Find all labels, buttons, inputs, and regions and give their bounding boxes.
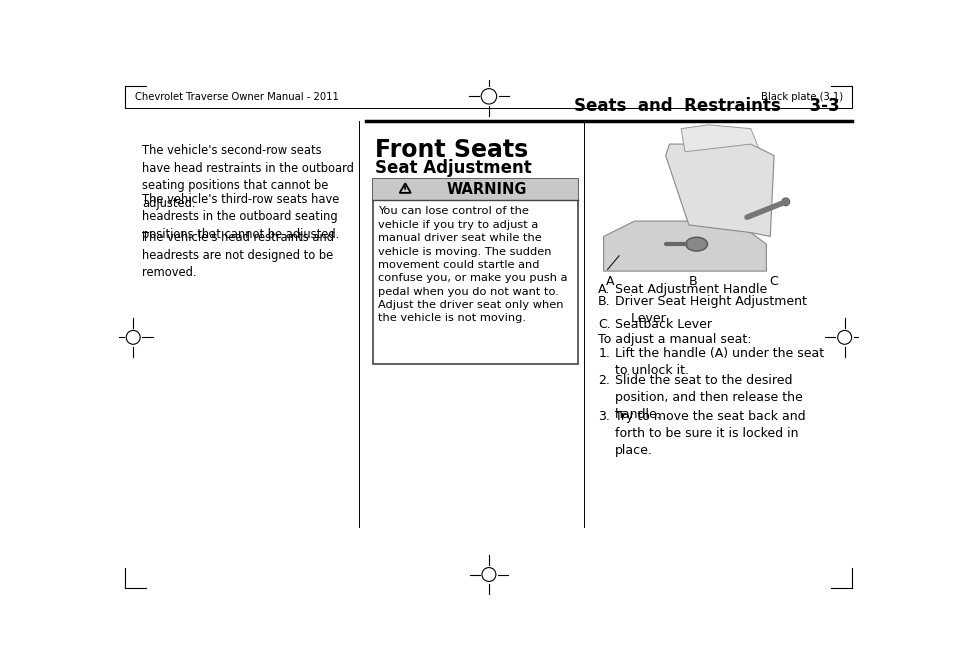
Polygon shape	[603, 221, 765, 271]
Text: B.: B.	[598, 295, 610, 308]
Text: The vehicle's third-row seats have
headrests in the outboard seating
positions t: The vehicle's third-row seats have headr…	[142, 192, 339, 240]
Bar	[373, 179, 578, 200]
Text: Chevrolet Traverse Owner Manual - 2011: Chevrolet Traverse Owner Manual - 2011	[134, 92, 338, 102]
Text: Seat Adjustment: Seat Adjustment	[375, 159, 531, 177]
Text: Seat Adjustment Handle: Seat Adjustment Handle	[615, 283, 767, 296]
Text: Seats  and  Restraints     3-3: Seats and Restraints 3-3	[574, 97, 840, 115]
Text: Front Seats: Front Seats	[375, 138, 528, 162]
Text: B: B	[688, 275, 697, 288]
Text: C: C	[769, 275, 778, 288]
Text: A: A	[605, 275, 614, 288]
Text: To adjust a manual seat:: To adjust a manual seat:	[598, 333, 751, 347]
Text: Black plate (3,1): Black plate (3,1)	[760, 92, 842, 102]
Text: WARNING: WARNING	[446, 182, 527, 197]
Text: Slide the seat to the desired
position, and then release the
handle.: Slide the seat to the desired position, …	[615, 373, 802, 421]
Text: The vehicle's head restraints and
headrests are not designed to be
removed.: The vehicle's head restraints and headre…	[142, 232, 335, 279]
Text: !: !	[403, 186, 407, 195]
Text: Driver Seat Height Adjustment
    Lever: Driver Seat Height Adjustment Lever	[615, 295, 806, 325]
Text: The vehicle's second-row seats
have head restraints in the outboard
seating posi: The vehicle's second-row seats have head…	[142, 144, 354, 210]
Text: 3.: 3.	[598, 411, 609, 424]
Circle shape	[781, 198, 789, 206]
Polygon shape	[680, 125, 758, 152]
Text: 2.: 2.	[598, 373, 609, 387]
Text: 1.: 1.	[598, 347, 609, 360]
Text: Seatback Lever: Seatback Lever	[615, 318, 712, 331]
Polygon shape	[665, 144, 773, 236]
Text: A.: A.	[598, 283, 610, 296]
Ellipse shape	[685, 237, 707, 251]
Text: Try to move the seat back and
forth to be sure it is locked in
place.: Try to move the seat back and forth to b…	[615, 411, 805, 458]
Text: C.: C.	[598, 318, 610, 331]
Text: You can lose control of the
vehicle if you try to adjust a
manual driver seat wh: You can lose control of the vehicle if y…	[377, 206, 567, 323]
Bar	[373, 179, 578, 363]
Text: Lift the handle (A) under the seat
to unlock it.: Lift the handle (A) under the seat to un…	[615, 347, 823, 377]
